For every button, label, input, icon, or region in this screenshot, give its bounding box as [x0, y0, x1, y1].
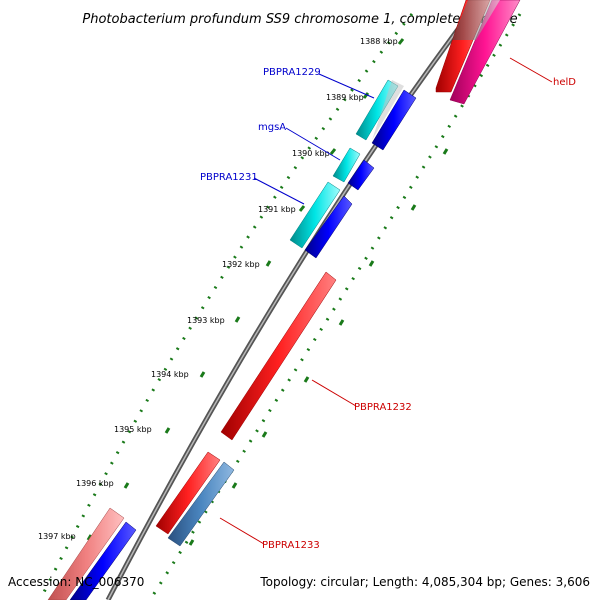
tick-label: 1393 kbp: [187, 316, 225, 325]
gene-PBPRA1229[interactable]: [355, 79, 404, 141]
callouts: [219, 57, 553, 545]
tick-label: 1390 kbp: [292, 149, 330, 158]
gene-label-PBPRA1231[interactable]: PBPRA1231: [200, 172, 258, 183]
gene-label-mgsA[interactable]: mgsA: [258, 122, 286, 133]
tick-label: 1391 kbp: [258, 205, 296, 214]
gene-blue-bottom[interactable]: [69, 521, 137, 600]
gene-labels: helD PBPRA1229 mgsA PBPRA1231 PBPRA1232 …: [200, 67, 576, 551]
gene-grey-top: [452, 0, 500, 40]
map-title: Photobacterium profundum SS9 chromosome …: [82, 12, 517, 27]
major-ticks: [86, 38, 449, 546]
topology-text: Topology: circular; Length: 4,085,304 bp…: [259, 575, 590, 589]
gene-blue-1229[interactable]: [371, 89, 417, 151]
gene-blue-1231[interactable]: [304, 195, 353, 259]
tick-label: 1397 kbp: [38, 532, 76, 541]
tick-label: 1396 kbp: [76, 479, 114, 488]
gene-label-PBPRA1233[interactable]: PBPRA1233: [262, 540, 320, 551]
genome-backbone: [105, 0, 482, 600]
gene-PBPRA1231[interactable]: [289, 181, 341, 249]
gene-label-helD[interactable]: helD: [553, 77, 576, 88]
gene-label-PBPRA1229[interactable]: PBPRA1229: [263, 67, 321, 78]
gene-PBPRA1233[interactable]: [167, 461, 235, 547]
tick-ruler-inner: [38, 13, 414, 600]
tick-label: 1394 kbp: [151, 370, 189, 379]
tick-label: 1389 kbp: [326, 93, 364, 102]
tick-label: 1392 kbp: [222, 260, 260, 269]
tick-label: 1395 kbp: [114, 425, 152, 434]
gene-magenta[interactable]: [449, 0, 521, 105]
gene-red-1233-neighbour[interactable]: [155, 451, 221, 535]
gene-mgsA[interactable]: [332, 147, 361, 183]
gene-PBPRA1232[interactable]: [220, 271, 337, 441]
gene-pink-bottom[interactable]: [47, 507, 125, 600]
accession-text: Accession: NC_006370: [8, 575, 144, 589]
gene-blue-mgsA[interactable]: [347, 159, 375, 191]
tick-labels: 1388 kbp 1389 kbp 1390 kbp 1391 kbp 1392…: [38, 37, 398, 541]
gene-label-PBPRA1232[interactable]: PBPRA1232: [354, 402, 412, 413]
tick-label: 1388 kbp: [360, 37, 398, 46]
